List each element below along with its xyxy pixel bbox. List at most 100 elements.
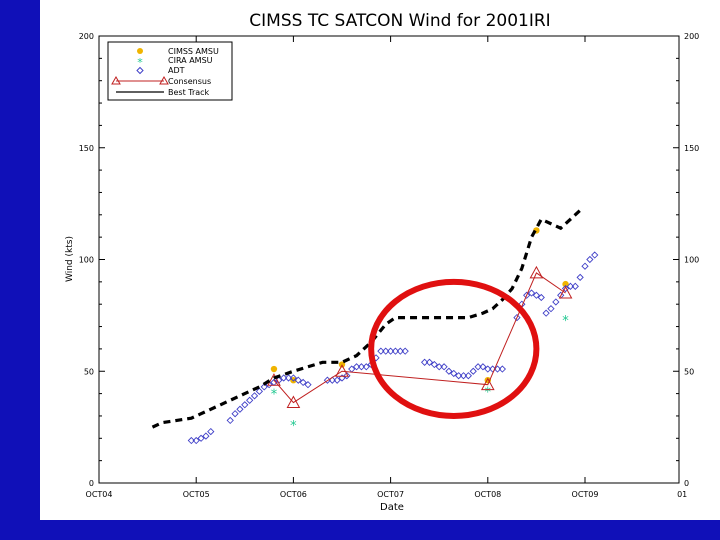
legend-box (107, 41, 233, 101)
adt-point (202, 432, 210, 440)
series-best-track (151, 209, 582, 429)
adt-point (377, 347, 385, 355)
legend-cimss-amsu-marker (137, 48, 143, 54)
adt-point (197, 434, 205, 442)
adt-point (289, 374, 298, 382)
adt-point (391, 347, 400, 355)
adt-point (280, 374, 288, 382)
adt-point (207, 427, 215, 436)
adt-point (236, 405, 244, 413)
adt-point (255, 387, 264, 396)
y-tick-label-left: 200 (79, 32, 94, 41)
cira-amsu-point: * (290, 419, 297, 434)
legend-adt-marker (136, 66, 144, 75)
annotation-layer (368, 278, 540, 419)
adt-point (440, 363, 448, 371)
cimss-amsu-point (290, 376, 297, 384)
x-tick-label: OCT08 (474, 490, 501, 499)
consensus-point (558, 285, 573, 299)
adt-point (192, 436, 200, 445)
y-tick-label-right: 200 (684, 32, 699, 41)
adt-point (527, 289, 536, 297)
cira-amsu-point: * (271, 388, 278, 403)
adt-point (537, 293, 545, 302)
adt-point (284, 374, 293, 382)
legend: CIMSS AMSU * CIRA AMSU ADT Consensus Bes… (107, 41, 233, 101)
adt-point (260, 383, 268, 391)
adt-point (294, 376, 302, 384)
plot-area (98, 35, 680, 484)
adt-point (362, 363, 370, 371)
adt-point (246, 396, 254, 404)
adt-point (304, 381, 312, 389)
chart-title: CIMSS TC SATCON Wind for 2001IRI (249, 11, 550, 31)
consensus-point (286, 395, 301, 409)
adt-point (523, 291, 531, 299)
adt-point (450, 369, 458, 378)
series-consensus (267, 265, 573, 409)
adt-point (333, 376, 341, 384)
legend-cira-amsu-label: CIRA AMSU (168, 56, 213, 65)
adt-point (464, 372, 472, 380)
legend-cira-amsu-marker: * (137, 56, 143, 69)
x-tick-label: OCT07 (377, 490, 404, 499)
adt-point (382, 347, 390, 355)
legend-consensus-label: Consensus (168, 77, 211, 86)
cimss-amsu-point (562, 280, 569, 288)
adt-point (396, 347, 404, 355)
adt-point (241, 401, 249, 409)
red-highlight-ellipse (368, 278, 540, 419)
y-tick-label-left: 0 (89, 479, 94, 488)
y-axis-right: 0 50 100 150 200 (673, 32, 699, 488)
adt-point (357, 363, 366, 371)
adt-point (425, 358, 434, 366)
adt-point (566, 282, 575, 290)
adt-point (474, 363, 482, 371)
y-tick-label-left: 100 (79, 256, 94, 265)
adt-point (586, 255, 594, 264)
y-axis-left: 0 50 100 150 200 (79, 32, 105, 488)
adt-point (542, 309, 550, 317)
consensus-point (335, 364, 349, 377)
adt-point (250, 392, 259, 400)
x-axis: OCT04 OCT05 OCT06 OCT07 OCT08 OCT09 01 (86, 36, 687, 499)
adt-point (352, 363, 361, 371)
adt-point (547, 305, 555, 313)
adt-point (455, 372, 463, 380)
x-tick-label: 01 (677, 490, 687, 499)
legend-best-track-label: Best Track (168, 88, 210, 97)
legend-adt-label: ADT (168, 66, 185, 75)
adt-point (386, 347, 395, 355)
consensus-point (480, 377, 495, 391)
cimss-amsu-point (270, 365, 278, 373)
adt-point (552, 298, 560, 306)
adt-point (581, 262, 589, 270)
adt-point (231, 410, 239, 418)
adt-point (576, 273, 584, 282)
adt-point (445, 367, 453, 375)
adt-point (226, 416, 234, 425)
x-tick-label: OCT05 (183, 490, 210, 499)
y-tick-label-right: 150 (684, 144, 699, 153)
data-series: ***** (151, 209, 599, 445)
adt-point (479, 363, 487, 371)
cira-amsu-point: * (562, 314, 569, 329)
adt-point (591, 251, 599, 259)
adt-point (187, 436, 195, 445)
adt-point (571, 282, 579, 290)
x-axis-label: Date (380, 502, 404, 513)
cira-amsu-point: * (485, 385, 492, 400)
consensus-point (529, 265, 544, 279)
y-tick-label-right: 100 (684, 256, 699, 265)
legend-cimss-amsu-label: CIMSS AMSU (168, 47, 219, 56)
adt-point (430, 360, 438, 369)
adt-point (484, 365, 492, 373)
y-tick-label-left: 50 (84, 367, 94, 376)
adt-point (459, 372, 468, 380)
adt-point (532, 291, 541, 299)
adt-point (561, 284, 570, 293)
consensus-point (267, 373, 281, 386)
legend-consensus-marker-right (159, 75, 169, 85)
x-tick-label: OCT09 (572, 490, 599, 499)
